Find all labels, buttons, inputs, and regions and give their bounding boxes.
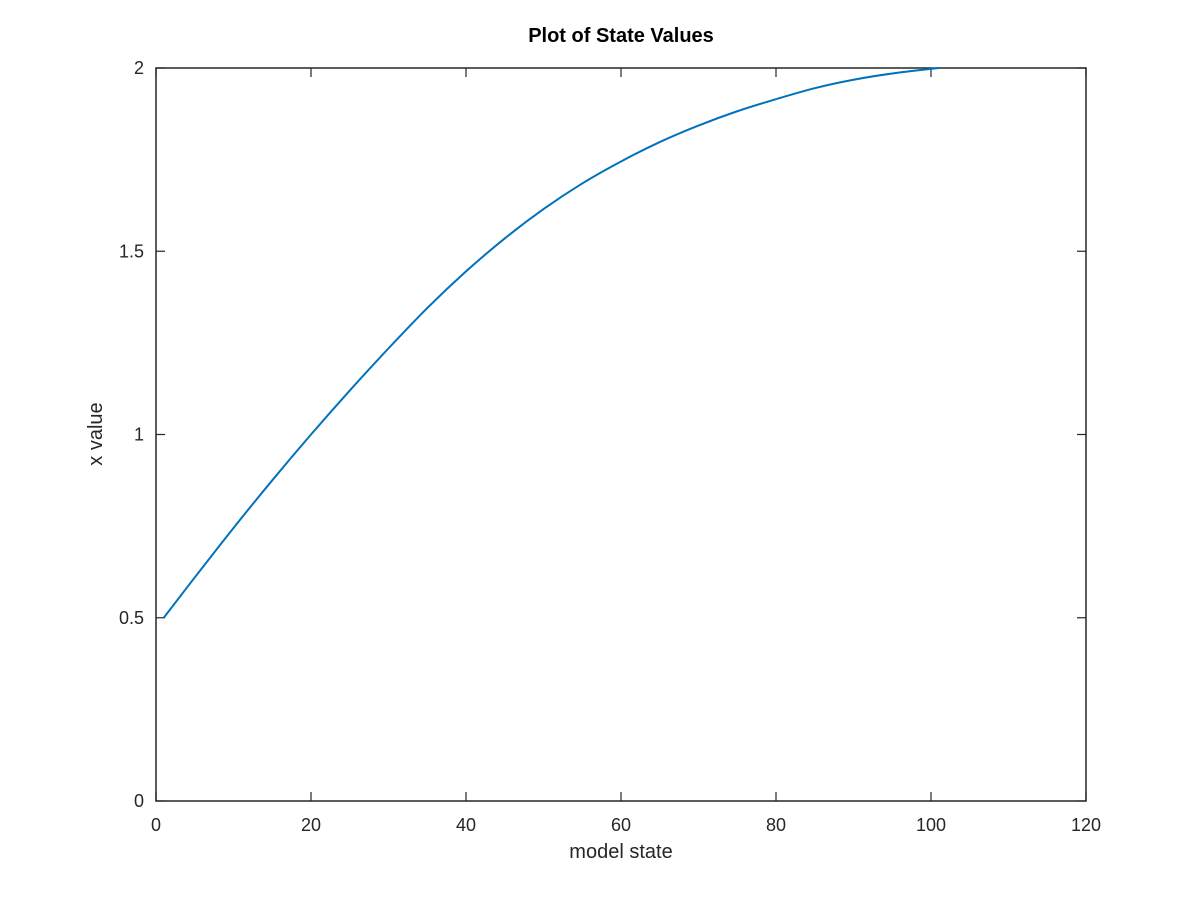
plot-area: 0 20 40 60 80 100 120 0 0.5 1 1.5 2: [119, 58, 1101, 835]
chart-title: Plot of State Values: [528, 25, 714, 47]
x-tick-label: 60: [611, 815, 631, 835]
ticks: 0 20 40 60 80 100 120 0 0.5 1 1.5 2: [119, 58, 1101, 835]
y-axis-label: x value: [85, 402, 107, 465]
x-axis-label: model state: [569, 841, 672, 863]
axes-box: [155, 67, 1087, 802]
x-tick-label: 0: [151, 815, 161, 835]
y-tick-label: 1: [134, 425, 144, 445]
y-tick-label: 2: [134, 58, 144, 78]
x-tick-label: 80: [766, 815, 786, 835]
x-tick-label: 40: [456, 815, 476, 835]
y-tick-label: 0.5: [119, 608, 144, 628]
x-tick-label: 100: [916, 815, 946, 835]
y-tick-label: 1.5: [119, 241, 144, 261]
x-tick-label: 120: [1071, 815, 1101, 835]
series-line: [162, 67, 939, 619]
x-tick-label: 20: [301, 815, 321, 835]
y-tick-label: 0: [134, 791, 144, 811]
